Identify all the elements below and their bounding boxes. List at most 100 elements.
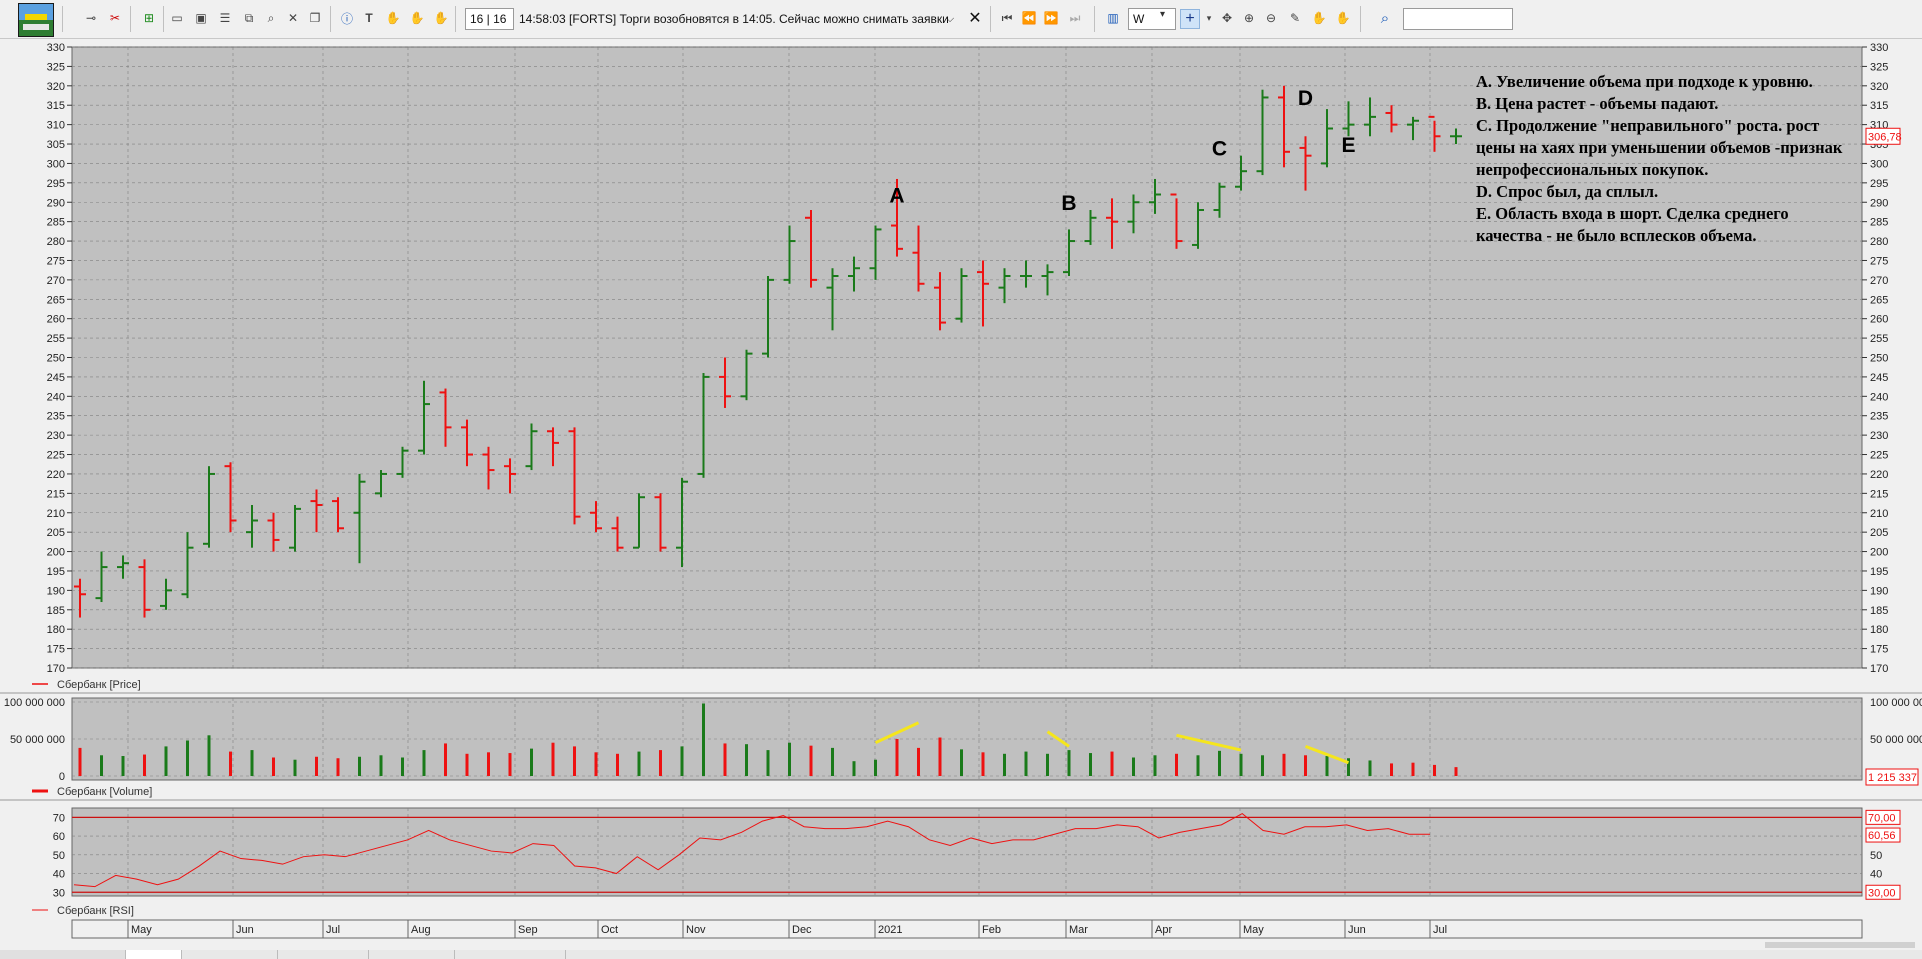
ohlc-bar [246,504,258,548]
rsi-y-tick-label-left: 30 [53,887,65,899]
search-input[interactable] [1403,8,1513,30]
price-y-tick-label-right: 260 [1870,314,1888,326]
price-y-tick-label-left: 315 [47,100,65,112]
copy-icon[interactable]: ❐ [309,11,321,25]
price-y-tick-label-left: 320 [47,81,65,93]
hand-icon[interactable]: ✋ [433,11,449,25]
volume-legend: Сбербанк [Volume] [57,786,152,798]
ohlc-bar [719,357,731,408]
move-icon[interactable]: ✥ [1221,11,1233,25]
last-page-icon[interactable]: ⏭ [1069,10,1081,25]
price-y-tick-label-left: 310 [47,120,65,132]
zoom-window-icon[interactable]: ⧉ [244,10,254,25]
price-y-tick-label-left: 285 [47,217,65,229]
note-e: E. Область входа в шорт. Сделка среднего… [1476,204,1789,245]
x-axis-label: Apr [1155,924,1172,936]
ohlc-bar [332,497,344,533]
chart-area[interactable]: 170 170 175 175 180 180 185 185 190 190 195 195 200 2… [0,40,1922,955]
price-y-tick-label-right: 250 [1870,353,1888,365]
tab[interactable] [278,950,369,959]
zoom-out-icon[interactable]: ⊖ [1265,11,1277,25]
ohlc-bar [762,275,774,358]
volume-bar [207,735,211,776]
text-icon[interactable]: T [365,11,373,25]
ohlc-bar [1149,178,1161,214]
ohlc-bar [525,423,538,471]
timeframe-select[interactable]: W [1128,8,1176,30]
add-chart-icon[interactable]: ⊞ [143,11,155,25]
price-y-tick-label-right: 235 [1870,411,1888,423]
volume-y-label-left: 50 000 000 [10,734,65,746]
ohlc-bar [1385,105,1398,133]
search-icon[interactable]: ⌕ [1380,9,1390,27]
volume-bar [1003,753,1006,776]
zoom-in-icon[interactable]: ⊕ [1243,11,1255,25]
app-logo[interactable] [18,3,54,37]
toolbar-separator [1094,6,1095,32]
hand-icon[interactable]: ✋ [385,11,401,25]
price-y-tick-label-left: 210 [47,508,65,520]
price-y-tick-label-left: 225 [47,450,65,462]
volume-bar [78,747,82,776]
ohlc-bar [1127,194,1140,234]
zoom-icon[interactable]: ⌕ [267,10,275,25]
ohlc-bar [95,551,108,603]
tab[interactable] [182,950,278,959]
chart-window-icon[interactable]: ▭ [171,11,183,25]
annotation-letter-e: E [1341,134,1355,157]
volume-bar [788,742,791,776]
ohlc-bar [547,427,559,467]
tab[interactable] [126,950,182,959]
price-y-tick-label-right: 210 [1870,508,1888,520]
note-a: A. Увеличение объема при подходе к уровн… [1476,72,1813,91]
ohlc-bar [138,559,151,618]
scissors-icon[interactable]: ✂ [109,11,121,25]
info-icon[interactable]: ⓘ [340,11,353,26]
hand-icon[interactable]: ✋ [409,11,425,25]
chevron-down-icon[interactable]: ⌵ [945,13,955,25]
chart-window-icon[interactable]: ▣ [195,11,207,25]
ohlc-bar [1278,85,1290,168]
ohlc-bar [1428,115,1441,152]
prev-page-icon[interactable]: ⏪ [1021,11,1037,25]
price-y-tick-label-right: 230 [1870,430,1888,442]
crosshair-icon[interactable]: + [1180,9,1200,29]
tab[interactable] [455,950,566,959]
pointer-icon[interactable]: ⊸ [85,11,97,25]
list-icon[interactable]: ☰ [219,11,231,25]
x-axis-label: May [1243,924,1264,936]
price-y-tick-label-left: 230 [47,430,65,442]
chevron-down-icon[interactable]: ▾ [1206,12,1212,23]
volume-bar [379,755,383,776]
ohlc-bar [504,458,516,494]
bar-chart-icon[interactable]: ▥ [1107,11,1119,25]
cut-icon[interactable]: ✕ [287,11,299,25]
volume-bar [637,751,641,776]
annotation-letter-c: C [1212,138,1227,161]
x-axis-label: Jul [1433,924,1447,936]
chevron-down-icon[interactable]: ▾ [1160,9,1166,20]
close-icon[interactable]: ✕ [968,10,982,27]
hand-icon[interactable]: ✋ [1311,11,1327,25]
x-axis-label: Nov [686,924,706,936]
volume-bar [1368,760,1372,776]
news-ticker[interactable]: 14:58:03 [FORTS] Торги возобновятся в 14… [519,12,949,26]
first-page-icon[interactable]: ⏮ [1001,10,1013,25]
volume-bar [831,747,834,776]
ohlc-bar [1084,210,1097,245]
ohlc-bar [934,272,946,331]
ohlc-bar [117,555,129,579]
tab[interactable] [369,950,455,959]
ruler-icon[interactable]: ✎ [1289,11,1301,25]
volume-bar [164,746,168,776]
volume-y-label-right: 100 000 000 [1870,697,1922,709]
ohlc-bar [1213,182,1226,218]
volume-bar [852,761,856,776]
tab[interactable] [0,950,126,959]
hand-icon[interactable]: ✋ [1335,11,1351,25]
next-page-icon[interactable]: ⏩ [1043,11,1059,25]
price-y-tick-label-right: 300 [1870,158,1888,170]
status-bar [0,950,1922,959]
page-counter[interactable]: 16 | 16 [465,8,514,30]
ohlc-bar [654,493,667,552]
